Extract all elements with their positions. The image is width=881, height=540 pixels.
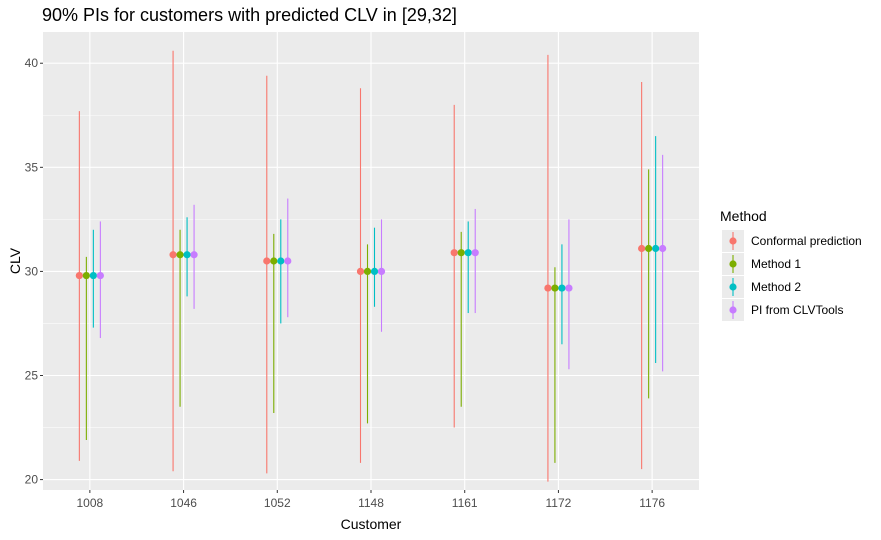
legend-label: Method 1 — [751, 257, 801, 271]
point-marker — [471, 249, 479, 257]
point-marker — [176, 251, 184, 259]
point-marker — [277, 257, 285, 265]
point-marker — [75, 271, 83, 280]
point-marker — [89, 271, 97, 280]
y-tick-label: 30 — [25, 264, 39, 278]
y-tick-label: 40 — [25, 56, 39, 70]
point-marker — [169, 251, 177, 259]
point-marker — [551, 284, 559, 292]
point-marker — [638, 244, 646, 253]
y-axis: 20 25 30 35 40 — [25, 56, 43, 487]
point-marker — [363, 267, 372, 276]
x-axis: 1008 1046 1052 1148 1161 1172 1176 — [77, 490, 665, 510]
x-tick-label: 1052 — [264, 496, 291, 510]
x-tick-label: 1172 — [546, 496, 572, 510]
point-marker — [183, 251, 191, 259]
point-marker — [565, 284, 573, 292]
y-tick-label: 20 — [25, 473, 39, 487]
point-marker — [464, 249, 472, 257]
point-marker — [270, 257, 278, 265]
x-tick-label: 1148 — [358, 496, 384, 510]
x-tick-label: 1176 — [639, 496, 665, 510]
y-axis-title: CLV — [7, 247, 23, 274]
point-marker — [190, 251, 198, 259]
chart-title: 90% PIs for customers with predicted CLV… — [42, 5, 457, 25]
point-marker — [96, 271, 104, 280]
point-marker — [659, 244, 667, 253]
x-tick-label: 1046 — [170, 496, 197, 510]
point-marker — [450, 249, 458, 257]
point-marker — [558, 284, 566, 292]
point-marker — [377, 267, 386, 276]
x-tick-label: 1161 — [452, 496, 478, 510]
legend: Method Conformal prediction Method 1 Metho… — [720, 208, 862, 321]
legend-label: PI from CLVTools — [751, 303, 843, 317]
legend-key-marker — [729, 283, 737, 291]
x-axis-title: Customer — [341, 516, 402, 532]
point-marker — [652, 244, 660, 253]
y-tick-label: 35 — [25, 160, 39, 174]
point-marker — [82, 271, 90, 280]
series-layer — [75, 50, 667, 482]
point-marker — [284, 257, 292, 265]
y-tick-label: 25 — [25, 369, 39, 383]
legend-key-marker — [729, 260, 737, 268]
point-marker — [544, 284, 552, 292]
point-marker — [263, 257, 271, 265]
point-marker — [370, 267, 379, 276]
x-tick-label: 1008 — [77, 496, 104, 510]
point-marker — [356, 267, 365, 276]
point-marker — [645, 244, 653, 253]
point-marker — [457, 249, 465, 257]
legend-title: Method — [720, 208, 767, 224]
legend-label: Method 2 — [751, 280, 801, 294]
legend-label: Conformal prediction — [751, 234, 862, 248]
legend-key-marker — [729, 306, 737, 314]
legend-key-marker — [729, 237, 737, 245]
